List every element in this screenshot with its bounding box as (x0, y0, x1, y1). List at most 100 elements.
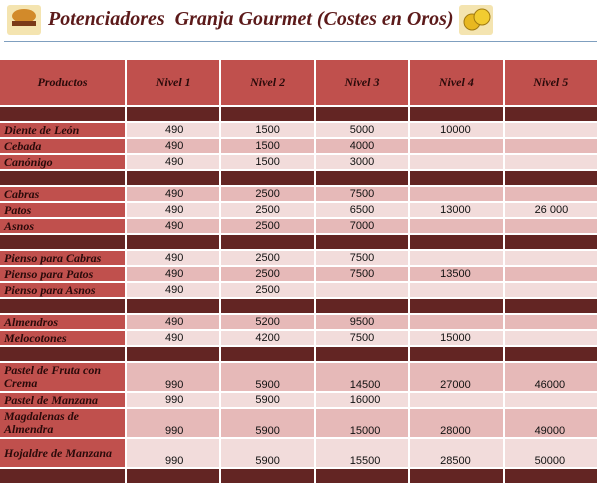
cost-cell: 13500 (410, 267, 503, 281)
separator-cell (315, 469, 409, 483)
cost-cell: 7000 (315, 219, 409, 233)
cost-cell: 5900 (221, 439, 314, 467)
cost-cell: 27000 (410, 363, 503, 391)
separator-cell (504, 299, 597, 313)
product-name: Magdalenas de Almendra (0, 409, 125, 437)
separator-cell (410, 235, 503, 249)
cost-cell: 490 (127, 283, 220, 297)
cost-cell: 5900 (221, 409, 314, 437)
product-row: Cabras 490 2500 7500 (0, 187, 597, 201)
separator-cell (127, 299, 220, 313)
separator-cell (504, 171, 597, 185)
cost-cell: 5900 (221, 393, 314, 407)
title-rule (4, 41, 597, 42)
separator-row (0, 299, 597, 313)
product-row: Melocotones 490 4200 7500 15000 (0, 331, 597, 345)
cost-cell: 4200 (221, 331, 314, 345)
product-row: Pienso para Asnos 490 2500 (0, 283, 597, 297)
cost-cell (504, 123, 597, 137)
cost-cell (410, 219, 503, 233)
separator-cell (315, 171, 409, 185)
separator-cell (221, 347, 314, 361)
product-row: Pastel de Fruta con Crema 990 5900 14500 270… (0, 363, 597, 391)
cost-cell: 16000 (315, 393, 409, 407)
cost-cell: 7500 (315, 187, 409, 201)
product-row: Hojaldre de Manzana 990 5900 15500 28500 5000… (0, 439, 597, 467)
cost-cell: 15000 (315, 409, 409, 437)
cost-cell: 490 (127, 251, 220, 265)
cost-cell: 46000 (504, 363, 597, 391)
product-name: Pienso para Asnos (0, 283, 125, 297)
separator-cell (221, 171, 314, 185)
cost-cell: 6500 (315, 203, 409, 217)
separator-cell (0, 469, 125, 483)
product-name: Pastel de Fruta con Crema (0, 363, 125, 391)
separator-cell (504, 235, 597, 249)
column-header: Nivel 2 (221, 60, 314, 105)
cost-cell: 1500 (221, 139, 314, 153)
burger-patty (12, 21, 36, 26)
cost-cell: 14500 (315, 363, 409, 391)
product-name: Hojaldre de Manzana (0, 439, 125, 467)
separator-row (0, 469, 597, 483)
separator-cell (410, 299, 503, 313)
cost-cell (410, 251, 503, 265)
separator-cell (127, 235, 220, 249)
column-header: Productos (0, 60, 125, 105)
coin (473, 8, 491, 26)
separator-cell (315, 347, 409, 361)
cost-table: Productos Nivel 1 Nivel 2 Nivel 3 Nivel 4 Niv… (0, 58, 597, 485)
cost-cell: 2500 (221, 283, 314, 297)
cost-cell: 1500 (221, 155, 314, 169)
cost-cell: 490 (127, 123, 220, 137)
product-name: Asnos (0, 219, 125, 233)
cost-cell: 490 (127, 139, 220, 153)
cost-cell: 490 (127, 203, 220, 217)
cost-cell: 9500 (315, 315, 409, 329)
separator-cell (127, 347, 220, 361)
cost-cell: 15500 (315, 439, 409, 467)
cost-cell (504, 187, 597, 201)
separator-cell (127, 171, 220, 185)
separator-cell (504, 469, 597, 483)
product-name: Cebada (0, 139, 125, 153)
separator-cell (410, 469, 503, 483)
product-row: Pienso para Patos 490 2500 7500 13500 (0, 267, 597, 281)
title: Potenciadores Granja Gourmet (Costes en … (48, 8, 454, 30)
product-name: Cabras (0, 187, 125, 201)
cost-cell: 7500 (315, 331, 409, 345)
cost-cell (504, 251, 597, 265)
cost-cell (410, 393, 503, 407)
product-row: Almendros 490 5200 9500 (0, 315, 597, 329)
cost-cell (504, 331, 597, 345)
cost-cell: 5900 (221, 363, 314, 391)
cost-cell (410, 315, 503, 329)
cost-cell: 990 (127, 363, 220, 391)
cost-cell: 2500 (221, 219, 314, 233)
separator-cell (410, 107, 503, 121)
separator-cell (0, 347, 125, 361)
separator-cell (504, 347, 597, 361)
title-icons (7, 5, 493, 35)
cost-cell: 2500 (221, 267, 314, 281)
cost-cell: 7500 (315, 251, 409, 265)
product-row: Magdalenas de Almendra 990 5900 15000 28000 4… (0, 409, 597, 437)
cost-cell: 4000 (315, 139, 409, 153)
separator-cell (0, 299, 125, 313)
separator-cell (315, 299, 409, 313)
cost-cell: 490 (127, 155, 220, 169)
cost-cell: 990 (127, 409, 220, 437)
cost-cell: 26 000 (504, 203, 597, 217)
cost-cell: 3000 (315, 155, 409, 169)
separator-row (0, 347, 597, 361)
separator-row (0, 235, 597, 249)
cost-cell (410, 155, 503, 169)
cost-cell: 49000 (504, 409, 597, 437)
cost-cell: 15000 (410, 331, 503, 345)
cost-cell: 5000 (315, 123, 409, 137)
cost-cell (504, 219, 597, 233)
separator-cell (0, 107, 125, 121)
cost-cell (504, 283, 597, 297)
separator-cell (315, 235, 409, 249)
cost-cell: 10000 (410, 123, 503, 137)
